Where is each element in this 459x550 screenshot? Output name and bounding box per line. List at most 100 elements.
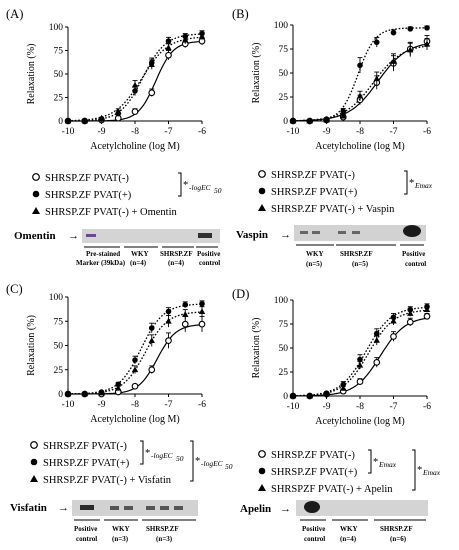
- blot-protein-label: Apelin: [240, 503, 271, 515]
- blot-band-positive: [304, 501, 320, 513]
- x-tick-label: -6: [198, 400, 206, 410]
- panel-b: (B) 0 25 50 75 100 -10 -9 -8 -7 -6 Acetylcholine (…: [232, 7, 433, 268]
- x-tick-label: -10: [287, 402, 300, 412]
- panel-a-plot: 0 25 50 75 100 -10 -9 -8 -7 -6 Acetylcholine (log …: [26, 23, 206, 152]
- significance-star: *: [373, 457, 378, 468]
- data-point: [198, 33, 206, 39]
- significance-bracket: [404, 170, 408, 195]
- x-tick-label: -6: [423, 127, 431, 137]
- data-point: [131, 108, 139, 115]
- legend-label: SHRSP.ZF PVAT(-): [43, 441, 127, 452]
- x-tick-label: -10: [287, 127, 300, 137]
- data-point: [373, 359, 381, 366]
- lane-label: control: [76, 535, 97, 543]
- panel-a: (A) 0 25 50 75 100 -10 -9 -8 -7 -6 Acetylcholine (…: [6, 7, 222, 267]
- data-point: [323, 116, 330, 123]
- lane-label: Pre-stained: [86, 250, 120, 258]
- data-point: [356, 92, 364, 99]
- panel-a-western-blot: Omentin → Pre-stained Marker (39kDa) WKY…: [14, 229, 220, 267]
- data-point: [148, 61, 155, 67]
- data-point: [182, 311, 189, 317]
- data-point: [131, 81, 139, 88]
- legend-open-circle-marker: [258, 450, 266, 458]
- lane-label: (n=3): [112, 535, 129, 543]
- legend-open-circle-marker: [258, 170, 266, 178]
- y-axis-label: Relaxation (%): [251, 318, 262, 379]
- data-point: [64, 390, 72, 397]
- y-tick-label: 25: [279, 368, 289, 378]
- x-axis-label: Acetylcholine (log M): [315, 416, 404, 427]
- lane-label: control: [199, 259, 220, 267]
- significance-metric: -logEC: [151, 451, 174, 460]
- legend-label: SHRSP.ZF PVAT(+): [43, 458, 130, 469]
- significance-metric: -logEC: [201, 459, 224, 468]
- data-point: [115, 108, 122, 114]
- data-point: [165, 51, 172, 59]
- x-tick-label: -7: [390, 402, 398, 412]
- blot-band: [146, 506, 155, 510]
- significance-bracket: [140, 440, 144, 465]
- blot-protein-label: Omentin: [14, 230, 56, 242]
- x-tick-label: -10: [62, 127, 75, 137]
- x-tick-label: -6: [423, 402, 431, 412]
- blot-band: [338, 231, 346, 234]
- legend-open-circle-marker: [30, 441, 38, 449]
- data-point: [165, 308, 172, 315]
- significance-metric-subscript: 50: [176, 454, 184, 463]
- y-axis-label: Relaxation (%): [251, 43, 262, 104]
- panel-b-legend: SHRSP.ZF PVAT(-) SHRSP.ZF PVAT(+) SHRSP.…: [258, 170, 433, 215]
- x-tick-label: -9: [98, 127, 106, 137]
- data-point: [132, 357, 138, 363]
- data-point: [340, 112, 347, 119]
- panel-c-legend: SHRSP.ZF PVAT(-) SHRSP.ZF PVAT(+) SHRSP.…: [30, 440, 233, 486]
- arrow-right-icon: →: [68, 230, 79, 242]
- lane-label: (n=5): [306, 260, 323, 268]
- data-point: [182, 36, 189, 43]
- blot-band: [110, 506, 119, 510]
- lane-label: (n=4): [130, 259, 147, 267]
- legend-triangle-marker: [258, 204, 266, 211]
- lane-label: SHRSP.ZF: [146, 525, 179, 533]
- series-curve: [292, 43, 428, 122]
- legend-label: SHRSP.ZF PVAT(-) + Omentin: [45, 207, 178, 218]
- data-point: [407, 46, 414, 53]
- x-axis-label: Acetylcholine (log M): [90, 141, 179, 152]
- x-tick-label: -6: [198, 127, 206, 137]
- lane-label: WKY: [112, 525, 130, 533]
- x-tick-label: -8: [356, 127, 364, 137]
- x-tick-label: -7: [165, 127, 173, 137]
- legend-filled-circle-marker: [32, 190, 40, 198]
- data-point: [424, 25, 430, 31]
- significance-metric: -logEC: [189, 183, 212, 192]
- panel-c: (C) 0 25 50 75 100 -10 -9 -8 -7 -6 Acetylcholine (…: [6, 282, 233, 543]
- legend-label: SHRSPZF PVAT(-) + Apelin: [271, 484, 393, 495]
- blot-band: [174, 506, 183, 510]
- y-tick-label: 0: [283, 117, 288, 127]
- data-point: [131, 382, 139, 390]
- y-tick-label: 100: [274, 21, 289, 31]
- legend-label: SHRSP.ZF PVAT(+): [271, 187, 358, 198]
- lane-label: WKY: [340, 525, 358, 533]
- lane-label: control: [304, 535, 325, 543]
- x-tick-label: -7: [165, 400, 173, 410]
- panel-d: (D) 0 25 50 75 100 -10 -9 -8 -7 -6 Acetylcholine (…: [232, 287, 441, 543]
- data-point: [81, 117, 88, 124]
- blot-band: [312, 231, 320, 234]
- lane-label: (n=5): [352, 260, 369, 268]
- lane-label: SHRSP.ZF: [340, 250, 373, 258]
- lane-label: Positive: [197, 250, 220, 258]
- panel-c-label: (C): [6, 282, 23, 296]
- significance-star: *: [183, 180, 188, 191]
- y-axis-label: Relaxation (%): [26, 44, 37, 105]
- significance-metric: Emax: [414, 181, 433, 190]
- data-point: [98, 114, 105, 121]
- series-curve: [68, 33, 203, 122]
- blot-strip: [296, 500, 428, 516]
- data-point: [115, 384, 122, 391]
- data-point: [390, 29, 397, 36]
- data-point: [356, 361, 364, 368]
- legend-filled-circle-marker: [258, 187, 266, 195]
- lane-label: Marker (39kDa): [76, 259, 126, 267]
- data-point: [407, 26, 414, 32]
- legend-filled-circle-marker: [30, 458, 38, 466]
